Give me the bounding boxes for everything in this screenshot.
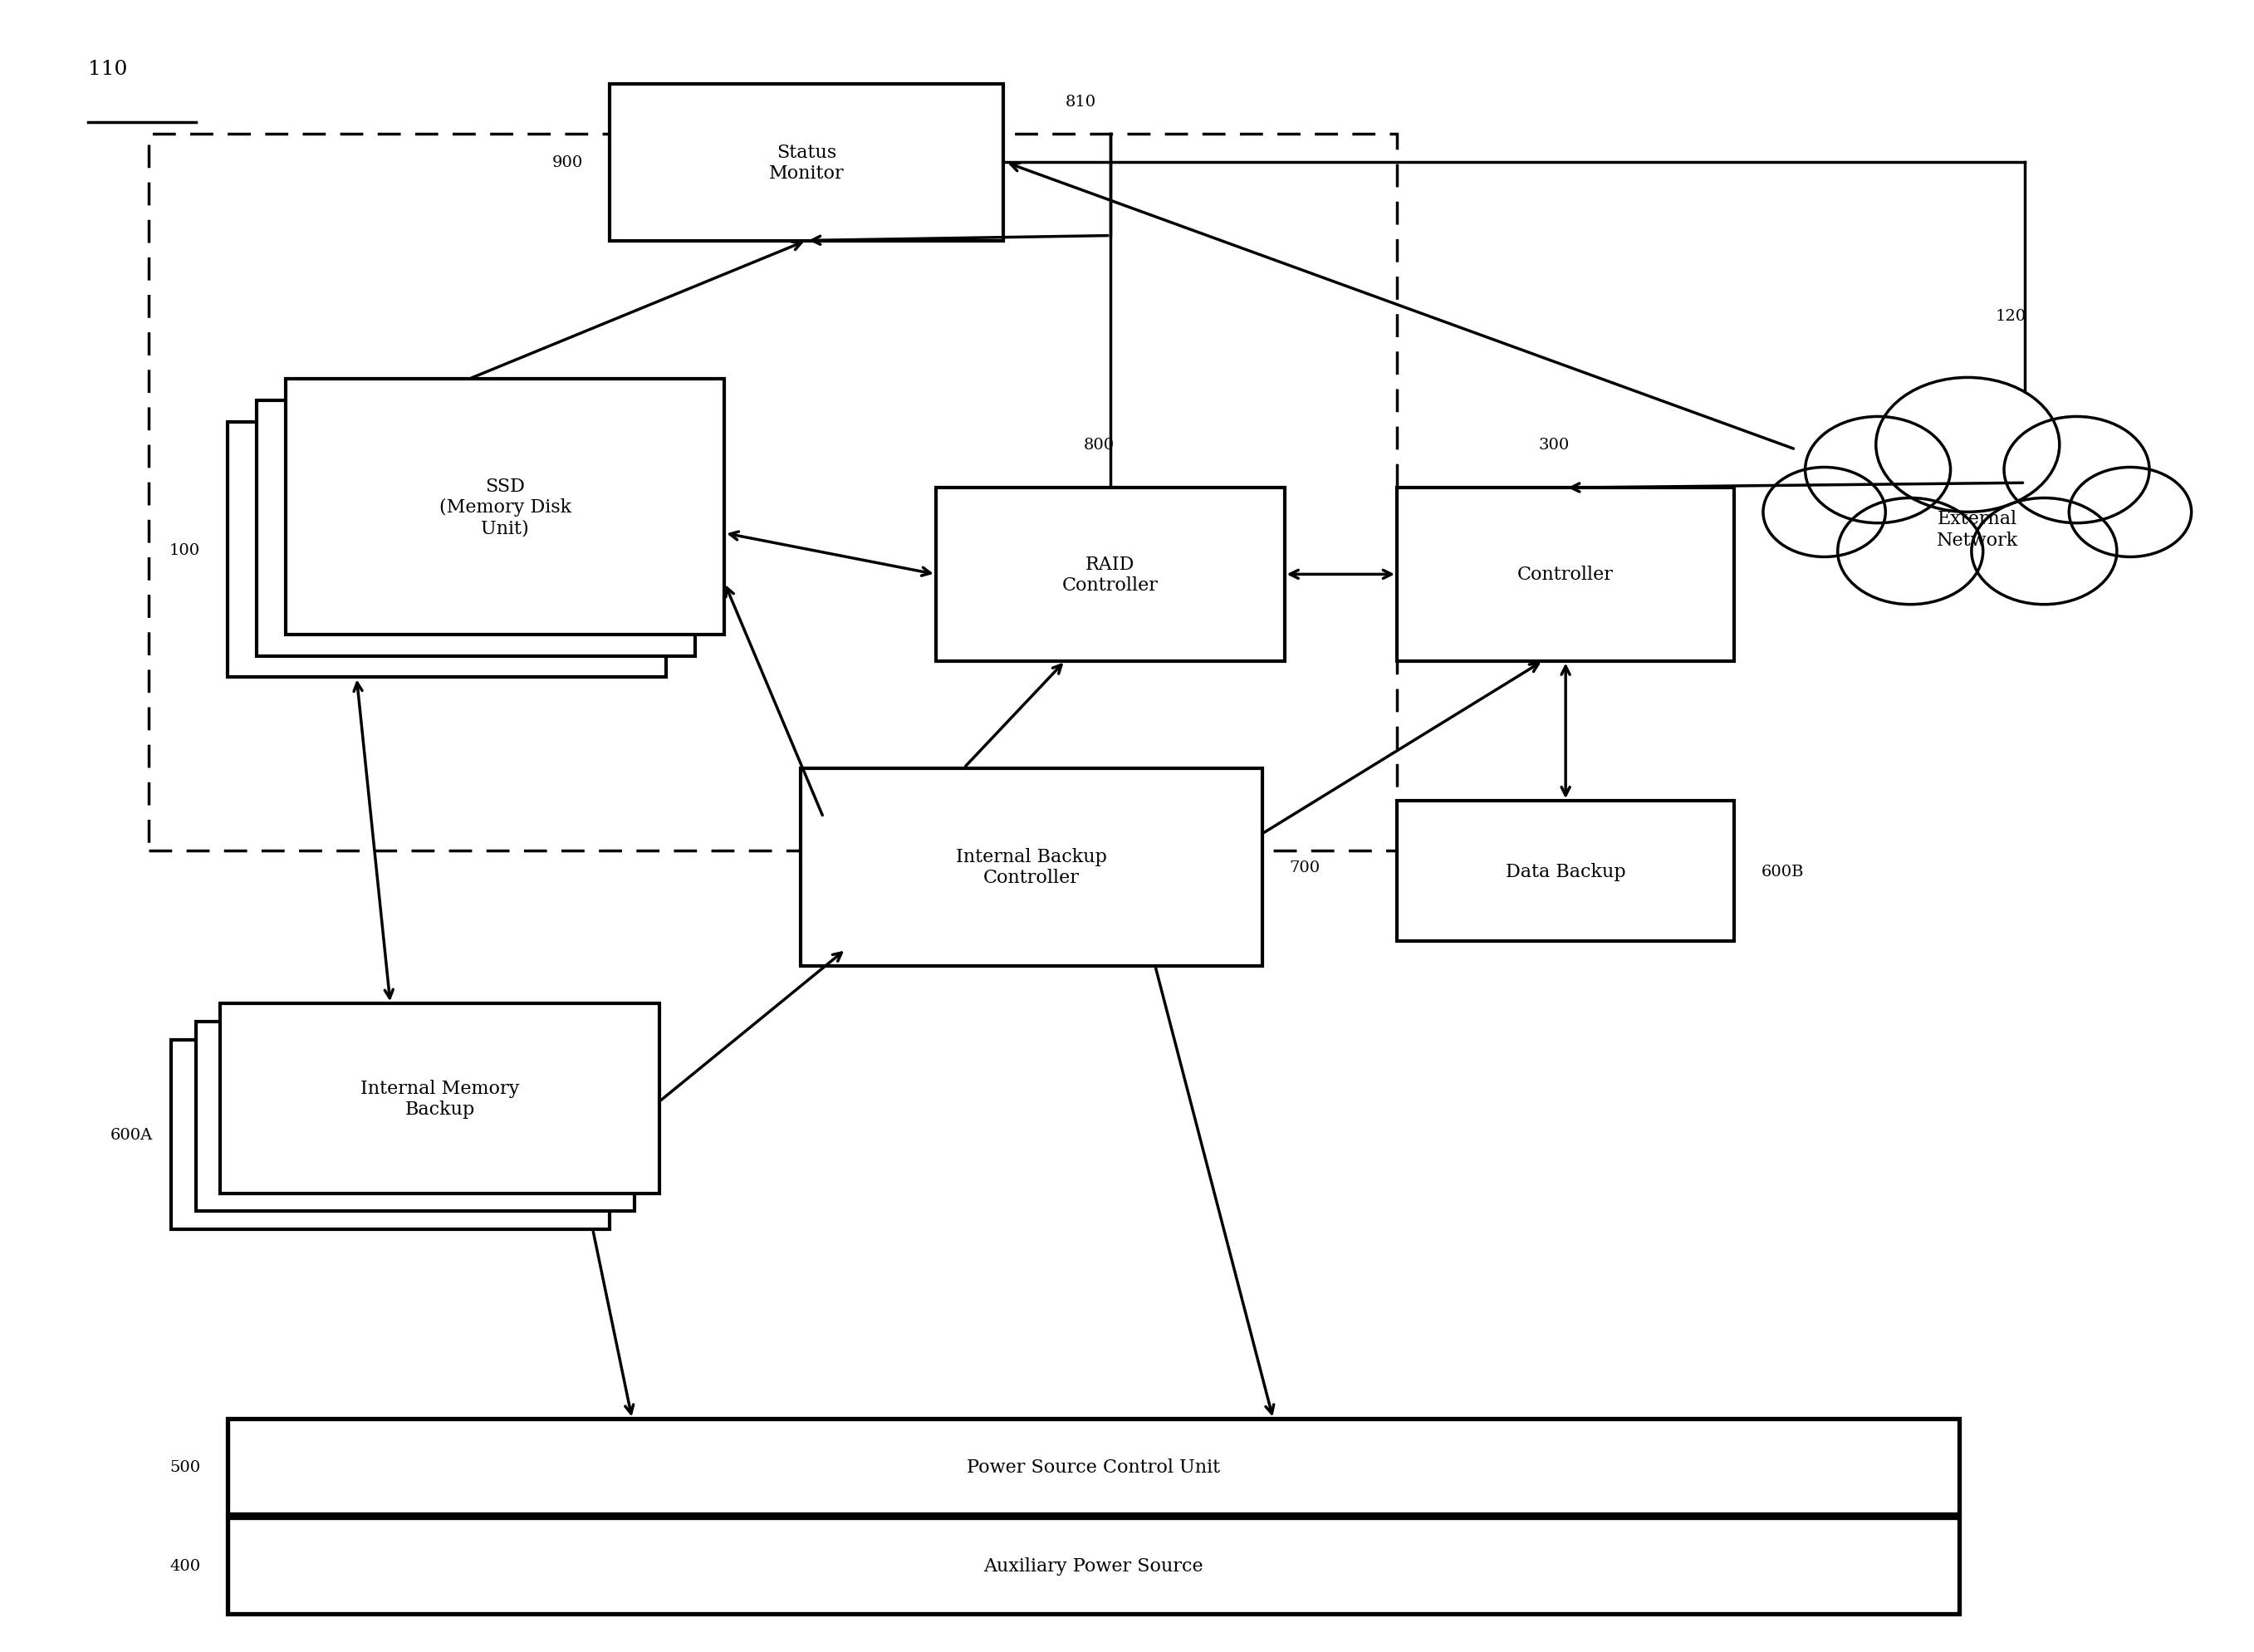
FancyBboxPatch shape: [228, 423, 665, 677]
Text: 700: 700: [1289, 859, 1321, 874]
Text: Internal Backup
Controller: Internal Backup Controller: [956, 847, 1107, 887]
FancyBboxPatch shape: [228, 1419, 1959, 1515]
Text: 500: 500: [169, 1459, 201, 1474]
Circle shape: [1837, 499, 1984, 605]
Circle shape: [2069, 468, 2191, 557]
Text: 600A: 600A: [110, 1127, 153, 1142]
Text: SSD
(Memory Disk
Unit): SSD (Memory Disk Unit): [440, 477, 570, 537]
Text: RAID
Controller: RAID Controller: [1062, 555, 1159, 595]
Text: 100: 100: [169, 542, 201, 557]
FancyBboxPatch shape: [1397, 489, 1733, 661]
Circle shape: [1805, 416, 1950, 524]
Text: Status
Monitor: Status Monitor: [769, 144, 843, 183]
Text: 600B: 600B: [1760, 864, 1803, 879]
Text: 800: 800: [1084, 438, 1113, 453]
Text: 810: 810: [1066, 94, 1095, 109]
Text: Auxiliary Power Source: Auxiliary Power Source: [983, 1556, 1204, 1574]
FancyBboxPatch shape: [800, 768, 1262, 966]
Circle shape: [2004, 416, 2150, 524]
FancyBboxPatch shape: [171, 1041, 609, 1229]
Text: 120: 120: [1995, 309, 2026, 324]
Text: Internal Memory
Backup: Internal Memory Backup: [361, 1079, 518, 1118]
FancyBboxPatch shape: [609, 84, 1003, 241]
Circle shape: [1875, 378, 2060, 512]
FancyBboxPatch shape: [196, 1023, 633, 1211]
FancyBboxPatch shape: [1397, 801, 1733, 942]
FancyBboxPatch shape: [286, 380, 724, 634]
Text: External
Network: External Network: [1936, 510, 2017, 548]
Text: 400: 400: [169, 1558, 201, 1573]
Text: Data Backup: Data Backup: [1506, 862, 1625, 881]
Text: 110: 110: [88, 59, 126, 79]
FancyBboxPatch shape: [221, 1004, 658, 1193]
FancyBboxPatch shape: [257, 401, 694, 656]
Text: Power Source Control Unit: Power Source Control Unit: [967, 1457, 1219, 1475]
Circle shape: [1763, 468, 1887, 557]
Text: Controller: Controller: [1517, 565, 1614, 583]
Circle shape: [1972, 499, 2117, 605]
FancyBboxPatch shape: [935, 489, 1285, 661]
Text: 300: 300: [1539, 438, 1569, 453]
FancyBboxPatch shape: [228, 1518, 1959, 1614]
Text: 900: 900: [552, 155, 582, 170]
